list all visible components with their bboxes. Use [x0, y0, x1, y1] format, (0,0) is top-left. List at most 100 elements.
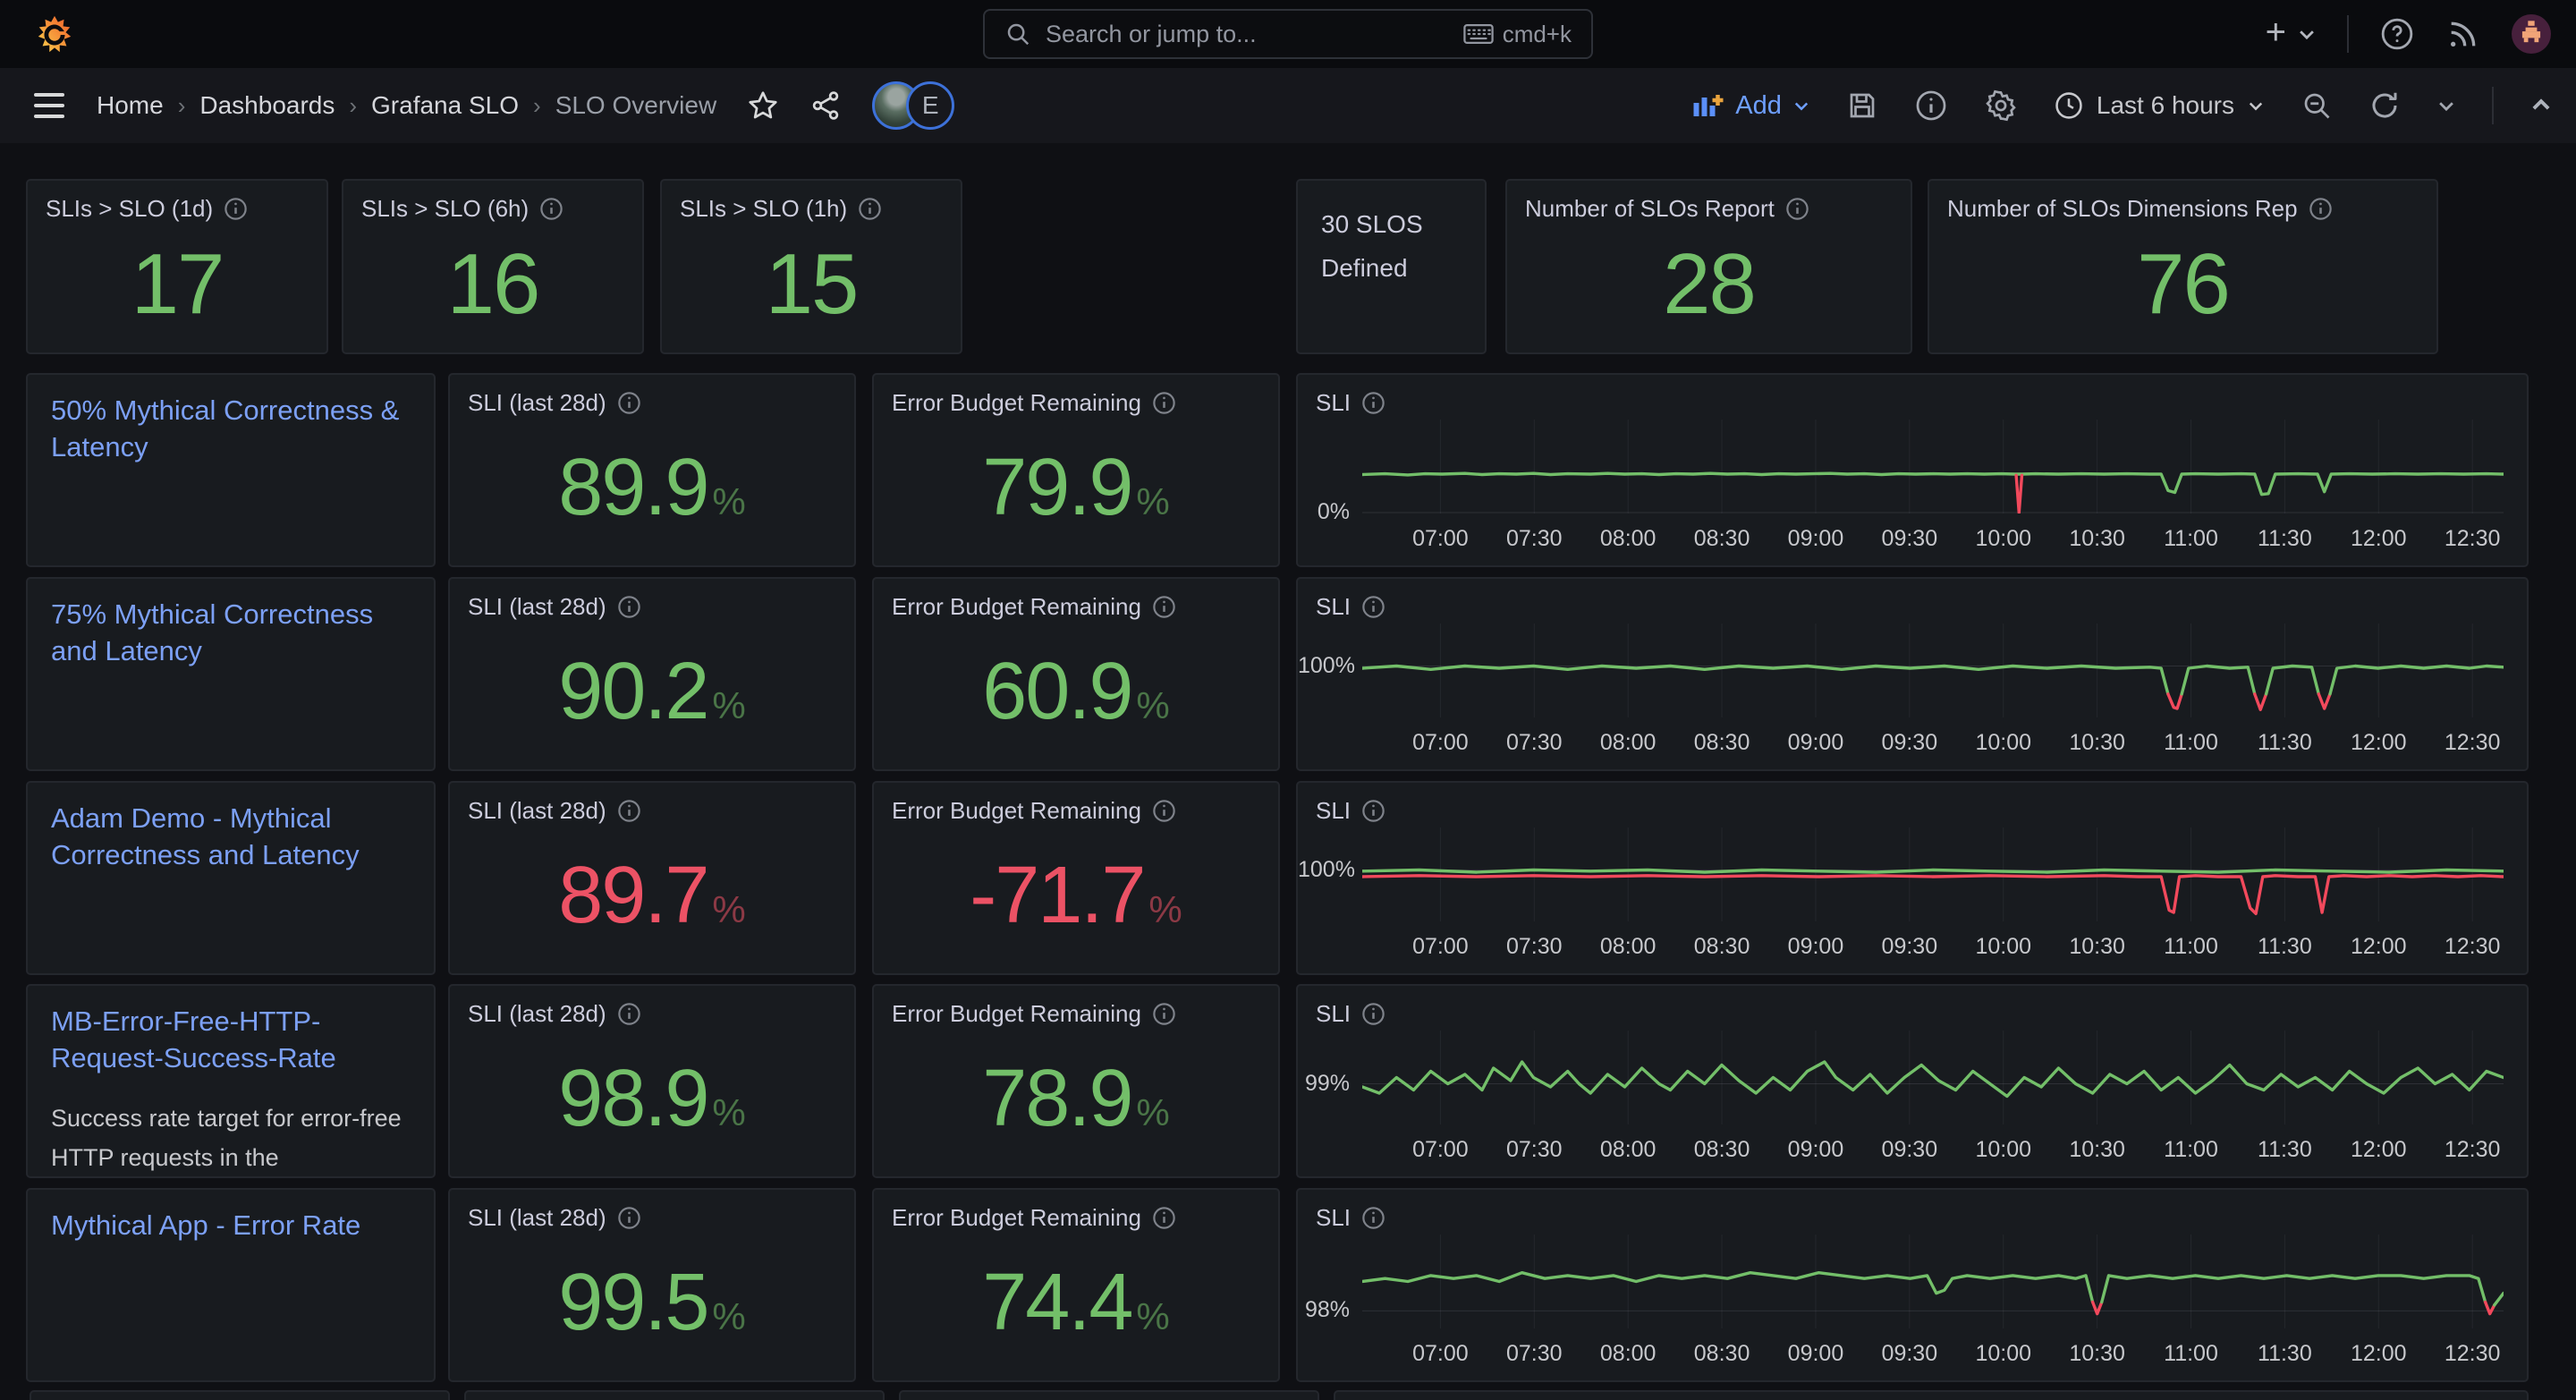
breadcrumb-dashboards[interactable]: Dashboards — [199, 91, 335, 119]
global-search-input[interactable]: Search or jump to... cmd+k — [983, 9, 1593, 59]
info-icon[interactable] — [1152, 1206, 1176, 1230]
help-icon[interactable] — [2379, 16, 2415, 52]
info-icon[interactable] — [617, 1002, 641, 1026]
slo-link[interactable]: MB-Error-Free-HTTP-Request-Success-Rate — [51, 1005, 336, 1073]
error-budget-value: 79.9 — [982, 443, 1133, 532]
panel-slis-slo-6h: SLIs > SLO (6h) 16 — [342, 179, 644, 354]
breadcrumb-separator: › — [349, 91, 358, 119]
info-icon[interactable] — [1152, 1002, 1176, 1026]
info-icon[interactable] — [1152, 595, 1176, 619]
breadcrumb-grafana-slo[interactable]: Grafana SLO — [371, 91, 520, 119]
stat-value: 17 — [131, 236, 225, 332]
divider — [2347, 15, 2349, 53]
keyboard-icon — [1462, 23, 1494, 45]
clock-icon — [2055, 92, 2082, 119]
share-icon[interactable] — [809, 89, 842, 122]
x-axis-labels: 07:00 07:30 08:00 08:30 09:00 09:30 10:00 10:30… — [1362, 526, 2504, 555]
sli-chart[interactable] — [1360, 827, 2505, 921]
breadcrumb-separator: › — [533, 91, 541, 119]
grafana-logo[interactable] — [34, 14, 75, 55]
kiosk-mode-chevron-up-icon[interactable] — [2529, 94, 2553, 117]
panel-title: SLI (last 28d) — [468, 1000, 606, 1027]
info-icon[interactable] — [1361, 1002, 1385, 1026]
sli-unit: % — [712, 1091, 746, 1133]
panel-slo-link: 50% Mythical Correctness & Latency — [26, 373, 436, 567]
info-icon[interactable] — [1152, 391, 1176, 415]
panel-title: Error Budget Remaining — [892, 593, 1141, 620]
info-icon[interactable] — [1785, 197, 1809, 221]
x-tick-label: 10:30 — [2069, 934, 2125, 959]
search-shortcut: cmd+k — [1502, 20, 1572, 47]
info-icon[interactable] — [617, 595, 641, 619]
news-feed-icon[interactable] — [2445, 16, 2481, 52]
sli-chart[interactable] — [1360, 624, 2505, 717]
panel-sli-last-28d: SLI (last 28d) 90.2% — [448, 577, 856, 771]
info-icon[interactable] — [1361, 595, 1385, 619]
error-budget-unit: % — [1148, 888, 1182, 930]
new-button[interactable]: + — [2266, 14, 2317, 50]
x-tick-label: 08:30 — [1693, 526, 1750, 551]
x-axis-labels: 07:00 07:30 08:00 08:30 09:00 09:30 10:00 10:30… — [1362, 934, 2504, 963]
x-axis-labels: 07:00 07:30 08:00 08:30 09:00 09:30 10:00 10:30… — [1362, 730, 2504, 759]
panel-slis-slo-1h: SLIs > SLO (1h) 15 — [660, 179, 962, 354]
info-icon[interactable] — [617, 391, 641, 415]
slo-count-line1: 30 SLOS — [1321, 210, 1423, 238]
dashboard-insights-icon[interactable] — [1914, 89, 1948, 123]
x-tick-label: 11:30 — [2258, 1137, 2312, 1162]
panel-title: SLI — [1316, 1000, 1352, 1027]
info-icon[interactable] — [1361, 799, 1385, 823]
sli-chart[interactable] — [1360, 1235, 2505, 1328]
slo-link[interactable]: 50% Mythical Correctness & Latency — [51, 395, 400, 462]
refresh-icon[interactable] — [2368, 89, 2401, 122]
panel-title: SLIs > SLO (1d) — [46, 195, 214, 222]
info-icon[interactable] — [858, 197, 882, 221]
sli-unit: % — [712, 480, 746, 522]
user-avatar[interactable] — [2512, 14, 2551, 54]
save-dashboard-icon[interactable] — [1846, 89, 1878, 122]
info-icon[interactable] — [224, 197, 248, 221]
x-tick-label: 10:30 — [2069, 730, 2125, 755]
zoom-out-icon[interactable] — [2301, 89, 2333, 122]
panel-slo-link: 75% Mythical Correctness and Latency — [26, 577, 436, 771]
panel-title: SLIs > SLO (6h) — [361, 195, 530, 222]
info-icon[interactable] — [1361, 1206, 1385, 1230]
info-icon[interactable] — [1361, 391, 1385, 415]
x-tick-label: 10:00 — [1975, 934, 2031, 959]
stat-value: 15 — [765, 236, 860, 332]
panel-title: Error Budget Remaining — [892, 389, 1141, 416]
x-tick-label: 07:00 — [1412, 934, 1469, 959]
viewer-avatar-e[interactable]: E — [906, 81, 955, 130]
x-tick-label: 09:00 — [1787, 934, 1844, 959]
favorite-star-icon[interactable] — [747, 89, 779, 122]
breadcrumb-home[interactable]: Home — [97, 91, 164, 119]
x-tick-label: 07:30 — [1506, 1137, 1563, 1162]
add-panel-button[interactable]: Add — [1692, 91, 1810, 121]
panel-title: SLI — [1316, 797, 1352, 824]
x-tick-label: 09:30 — [1881, 1137, 1938, 1162]
slo-link[interactable]: 75% Mythical Correctness and Latency — [51, 598, 374, 666]
info-icon[interactable] — [1152, 799, 1176, 823]
sli-value: 99.5 — [558, 1258, 709, 1347]
panel-sli-last-28d: SLI (last 28d) 99.5% — [448, 1188, 856, 1382]
slo-link[interactable]: Adam Demo - Mythical Correctness and Lat… — [51, 802, 360, 870]
info-icon[interactable] — [617, 1206, 641, 1230]
info-icon[interactable] — [2309, 197, 2333, 221]
sli-chart[interactable] — [1360, 1031, 2505, 1124]
panel-partial — [30, 1390, 450, 1400]
slo-link[interactable]: Mythical App - Error Rate — [51, 1209, 361, 1241]
time-range-picker[interactable]: Last 6 hours — [2054, 90, 2265, 121]
sli-chart[interactable] — [1360, 420, 2505, 514]
info-icon[interactable] — [539, 197, 564, 221]
refresh-interval-chevron-icon[interactable] — [2436, 96, 2456, 115]
info-icon[interactable] — [617, 799, 641, 823]
x-tick-label: 11:00 — [2164, 934, 2218, 959]
menu-icon[interactable] — [34, 93, 64, 118]
x-tick-label: 10:00 — [1975, 730, 2031, 755]
x-tick-label: 08:00 — [1599, 1137, 1657, 1162]
x-tick-label: 12:30 — [2444, 730, 2501, 755]
sli-value: 89.9 — [558, 443, 709, 532]
dashboard-settings-icon[interactable] — [1984, 89, 2018, 123]
x-tick-label: 12:00 — [2350, 730, 2407, 755]
panel-sli-timeseries: SLI 98% 07:00 07:30 08:00 08:30 09:00 09:30 10… — [1296, 1188, 2529, 1382]
topbar-actions: + — [2266, 0, 2551, 68]
